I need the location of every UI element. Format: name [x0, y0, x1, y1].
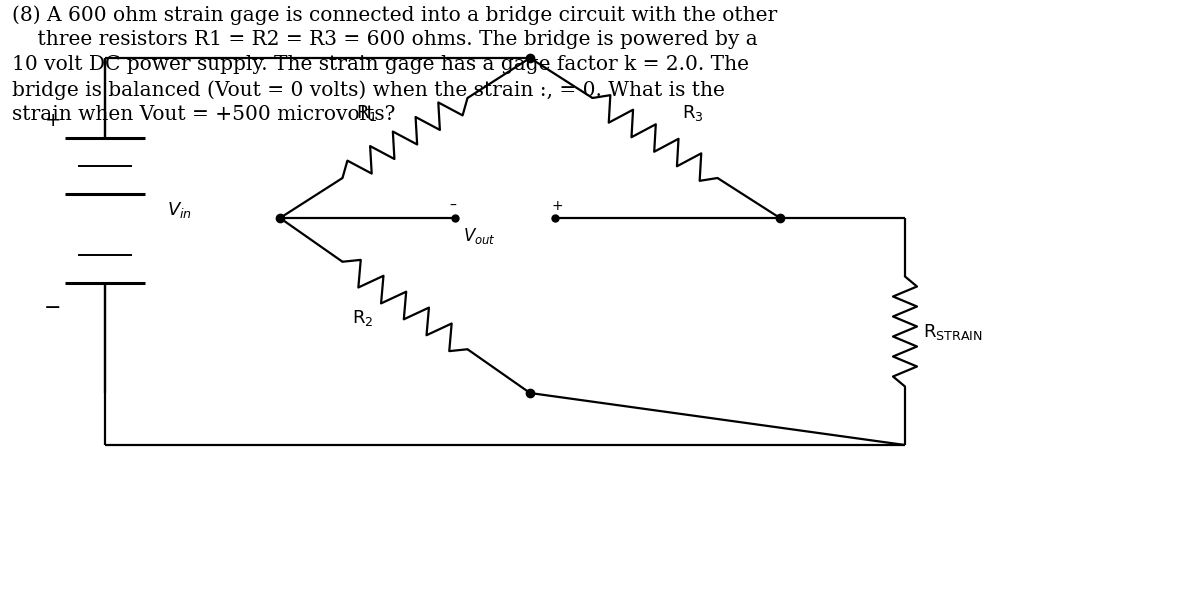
Text: −: −	[44, 298, 61, 318]
Text: $\mathit{V}_{in}$: $\mathit{V}_{in}$	[167, 201, 192, 221]
Text: +: +	[44, 110, 61, 130]
Text: R$_{\rm STRAIN}$: R$_{\rm STRAIN}$	[923, 321, 983, 341]
Text: R$_2$: R$_2$	[353, 308, 373, 327]
Text: $\mathit{V}_{out}$: $\mathit{V}_{out}$	[463, 226, 496, 246]
Text: –: –	[450, 199, 456, 213]
Text: (8) A 600 ohm strain gage is connected into a bridge circuit with the other
    : (8) A 600 ohm strain gage is connected i…	[12, 5, 778, 124]
Text: R$_3$: R$_3$	[682, 103, 704, 123]
Text: R$_1$: R$_1$	[356, 103, 378, 123]
Text: +: +	[551, 199, 563, 213]
